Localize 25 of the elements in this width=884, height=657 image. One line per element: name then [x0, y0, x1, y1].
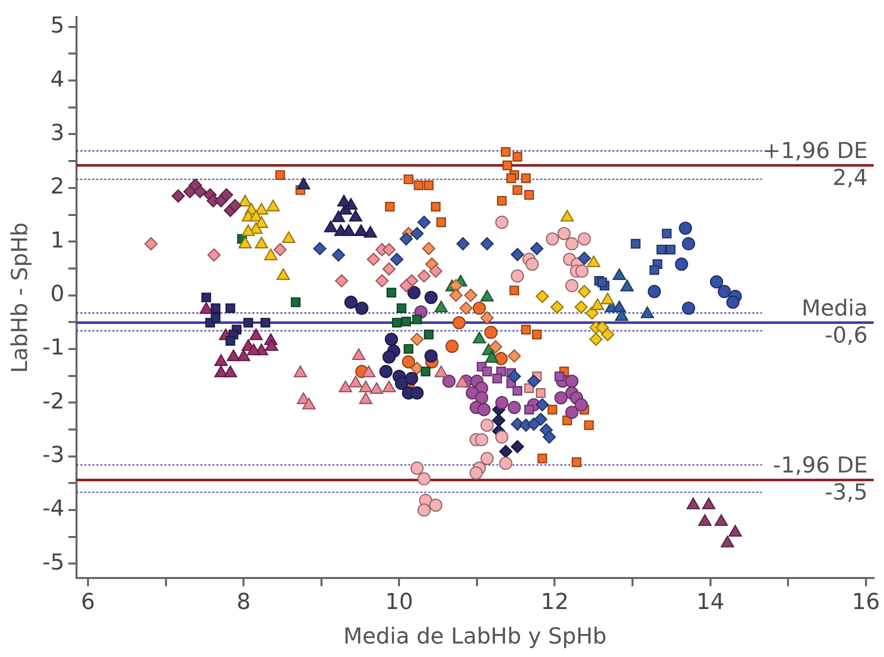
y-tick-label: 3 — [50, 120, 64, 146]
y-tick-label: 2 — [50, 174, 64, 200]
annotation: -3,5 — [824, 480, 868, 506]
ref-line-label: -1,96 DE — [772, 454, 868, 479]
ref-line-label: +1,96 DE — [762, 139, 868, 164]
y-tick-label: -4 — [42, 496, 64, 522]
y-tick-label: 0 — [50, 282, 64, 308]
x-tick-label: 8 — [236, 590, 251, 616]
x-tick-label: 6 — [81, 590, 96, 616]
y-tick-label: 1 — [50, 228, 64, 254]
ref-line-label: Media — [802, 296, 868, 322]
annotation: -0,6 — [824, 323, 868, 348]
annotation: 2,4 — [832, 166, 868, 192]
x-tick-label: 16 — [852, 590, 880, 616]
x-tick-label: 10 — [385, 590, 414, 616]
y-tick-label: -2 — [42, 389, 64, 414]
y-tick-label: -1 — [42, 336, 64, 361]
y-axis-title: LabHb - SpHb — [8, 222, 33, 373]
x-tick-label: 14 — [696, 590, 724, 616]
y-tick-label: 4 — [50, 67, 64, 92]
y-tick-label: -5 — [42, 550, 64, 576]
y-tick-label: -3 — [42, 443, 64, 468]
x-axis-title: Media de LabHb y SpHb — [343, 624, 607, 650]
y-tick-label: 5 — [50, 14, 64, 39]
x-tick-label: 12 — [540, 590, 569, 616]
